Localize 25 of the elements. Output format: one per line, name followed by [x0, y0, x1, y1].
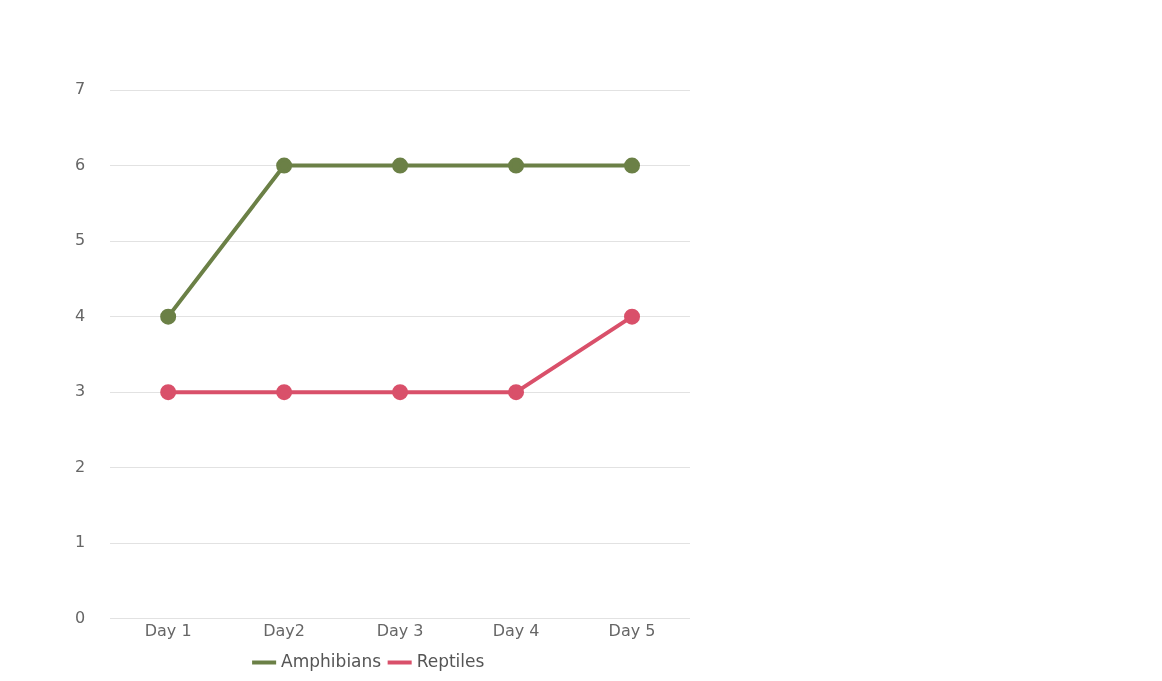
- point: [276, 157, 293, 174]
- x-tick-label: Day 1: [144, 620, 192, 640]
- point: [508, 384, 525, 401]
- point: [508, 157, 525, 174]
- x-tick-label: Day2: [263, 620, 306, 640]
- point: [392, 384, 409, 401]
- y-tick-label: 3: [74, 381, 86, 401]
- x-tick-label: Day 5: [608, 620, 656, 640]
- legend-label: Amphibians: [281, 650, 382, 671]
- y-tick-label: 4: [74, 305, 86, 325]
- point: [276, 384, 293, 401]
- y-tick-label: 7: [74, 79, 86, 99]
- x-tick-label: Day 4: [492, 620, 540, 640]
- y-tick-label: 5: [74, 230, 86, 250]
- y-tick-label: 2: [74, 456, 86, 476]
- point: [160, 384, 177, 401]
- x-tick-label: Day 3: [376, 620, 424, 640]
- point: [624, 308, 641, 325]
- point: [160, 308, 177, 325]
- legend-label: Reptiles: [416, 650, 485, 671]
- y-tick-label: 6: [74, 154, 86, 174]
- y-tick-label: 0: [74, 607, 86, 627]
- point: [624, 157, 641, 174]
- point: [392, 157, 409, 174]
- y-tick-label: 1: [74, 532, 86, 552]
